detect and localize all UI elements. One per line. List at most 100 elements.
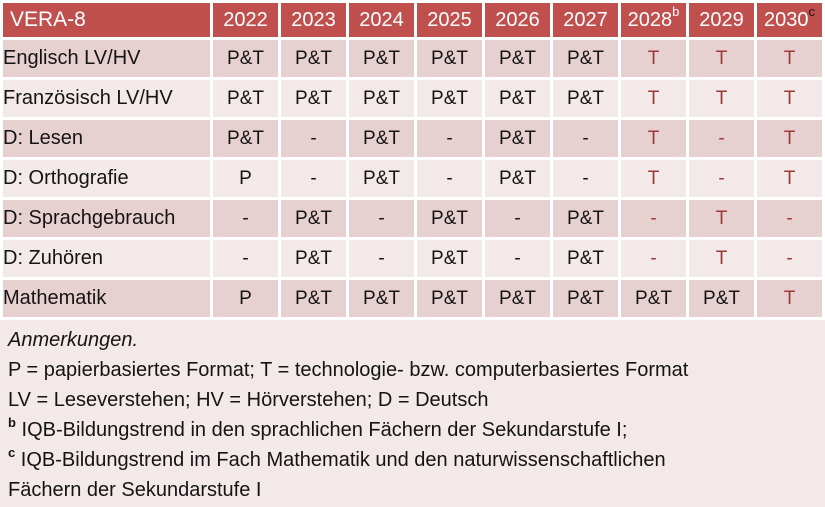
value-cell: -: [417, 120, 482, 157]
value-cell: -: [689, 120, 754, 157]
value-cell: -: [621, 240, 686, 277]
value-cell: P&T: [349, 40, 414, 77]
note-line: P = papierbasiertes Format; T = technolo…: [8, 359, 689, 381]
table-row: D: Sprachgebrauch - P&T - P&T - P&T - T -: [3, 200, 822, 237]
year-header-2023: 2023: [281, 3, 346, 37]
note-line: b IQB-Bildungstrend in den sprachlichen …: [8, 415, 628, 441]
row-label: D: Lesen: [3, 120, 210, 157]
value-cell: P&T: [281, 40, 346, 77]
value-cell: -: [689, 160, 754, 197]
value-cell: T: [689, 200, 754, 237]
value-cell: P&T: [417, 280, 482, 317]
year-header-2027: 2027: [553, 3, 618, 37]
value-cell: P&T: [349, 160, 414, 197]
table-row: Französisch LV/HV P&T P&T P&T P&T P&T P&T T T T: [3, 80, 822, 117]
value-cell: P: [213, 160, 278, 197]
value-cell: P&T: [281, 240, 346, 277]
year-header-2025: 2025: [417, 3, 482, 37]
value-cell: -: [553, 120, 618, 157]
value-cell: T: [757, 120, 822, 157]
value-cell: P&T: [485, 120, 550, 157]
value-cell: P&T: [213, 40, 278, 77]
value-cell: T: [621, 120, 686, 157]
value-cell: P&T: [349, 80, 414, 117]
table-body: Englisch LV/HV P&T P&T P&T P&T P&T P&T T T T Franz…: [3, 40, 822, 317]
year-header-2024: 2024: [349, 3, 414, 37]
year-header-2030: 2030c: [757, 3, 822, 37]
value-cell: P&T: [417, 80, 482, 117]
value-cell: -: [485, 200, 550, 237]
row-label: Französisch LV/HV: [3, 80, 210, 117]
value-cell: P&T: [349, 280, 414, 317]
value-cell: P&T: [281, 200, 346, 237]
row-label: D: Sprachgebrauch: [3, 200, 210, 237]
vera8-table: VERA-8 2022 2023 2024 2025 2026 2027 2028b 2029…: [3, 3, 822, 317]
value-cell: P: [213, 280, 278, 317]
notes-heading: Anmerkungen.: [8, 329, 139, 351]
value-cell: T: [621, 40, 686, 77]
table-row: D: Orthografie P - P&T - P&T - T - T: [3, 160, 822, 197]
value-cell: T: [757, 160, 822, 197]
table-row: D: Zuhören - P&T - P&T - P&T - T -: [3, 240, 822, 277]
value-cell: -: [553, 160, 618, 197]
value-cell: T: [757, 40, 822, 77]
value-cell: -: [621, 200, 686, 237]
value-cell: P&T: [485, 160, 550, 197]
value-cell: T: [621, 80, 686, 117]
row-label: D: Orthografie: [3, 160, 210, 197]
notes-lines: P = papierbasiertes Format; T = technolo…: [8, 355, 815, 505]
note-superscript: c: [8, 445, 16, 461]
row-label: Englisch LV/HV: [3, 40, 210, 77]
value-cell: -: [213, 200, 278, 237]
value-cell: P&T: [485, 280, 550, 317]
value-cell: P&T: [621, 280, 686, 317]
table-row: D: Lesen P&T - P&T - P&T - T - T: [3, 120, 822, 157]
value-cell: P&T: [553, 280, 618, 317]
year-header-2026: 2026: [485, 3, 550, 37]
value-cell: -: [757, 240, 822, 277]
table-row: Englisch LV/HV P&T P&T P&T P&T P&T P&T T T T: [3, 40, 822, 77]
value-cell: T: [689, 80, 754, 117]
value-cell: P&T: [417, 40, 482, 77]
year-superscript: b: [672, 3, 680, 19]
table-row: Mathematik P P&T P&T P&T P&T P&T P&T P&T T: [3, 280, 822, 317]
note-superscript: b: [8, 415, 16, 431]
year-header-2022: 2022: [213, 3, 278, 37]
year-header-2028: 2028b: [621, 3, 686, 37]
value-cell: T: [621, 160, 686, 197]
value-cell: -: [349, 240, 414, 277]
value-cell: T: [757, 80, 822, 117]
value-cell: -: [485, 240, 550, 277]
value-cell: T: [689, 240, 754, 277]
value-cell: -: [349, 200, 414, 237]
value-cell: P&T: [417, 240, 482, 277]
year-superscript: c: [808, 3, 816, 19]
value-cell: P&T: [349, 120, 414, 157]
value-cell: P&T: [417, 200, 482, 237]
row-label: D: Zuhören: [3, 240, 210, 277]
value-cell: -: [281, 160, 346, 197]
value-cell: P&T: [213, 120, 278, 157]
value-cell: P&T: [485, 80, 550, 117]
value-cell: T: [757, 280, 822, 317]
note-line: c IQB-Bildungstrend im Fach Mathematik u…: [8, 445, 666, 501]
value-cell: P&T: [281, 280, 346, 317]
value-cell: P&T: [213, 80, 278, 117]
table-title: VERA-8: [3, 3, 210, 37]
value-cell: -: [417, 160, 482, 197]
value-cell: P&T: [553, 40, 618, 77]
value-cell: P&T: [553, 240, 618, 277]
year-header-2029: 2029: [689, 3, 754, 37]
value-cell: T: [689, 40, 754, 77]
value-cell: P&T: [553, 80, 618, 117]
value-cell: -: [757, 200, 822, 237]
value-cell: -: [281, 120, 346, 157]
value-cell: -: [213, 240, 278, 277]
value-cell: P&T: [689, 280, 754, 317]
row-label: Mathematik: [3, 280, 210, 317]
value-cell: P&T: [281, 80, 346, 117]
table-header-row: VERA-8 2022 2023 2024 2025 2026 2027 2028b 2029…: [3, 3, 822, 37]
value-cell: P&T: [553, 200, 618, 237]
note-line: LV = Leseverstehen; HV = Hörverstehen; D…: [8, 389, 489, 411]
value-cell: P&T: [485, 40, 550, 77]
